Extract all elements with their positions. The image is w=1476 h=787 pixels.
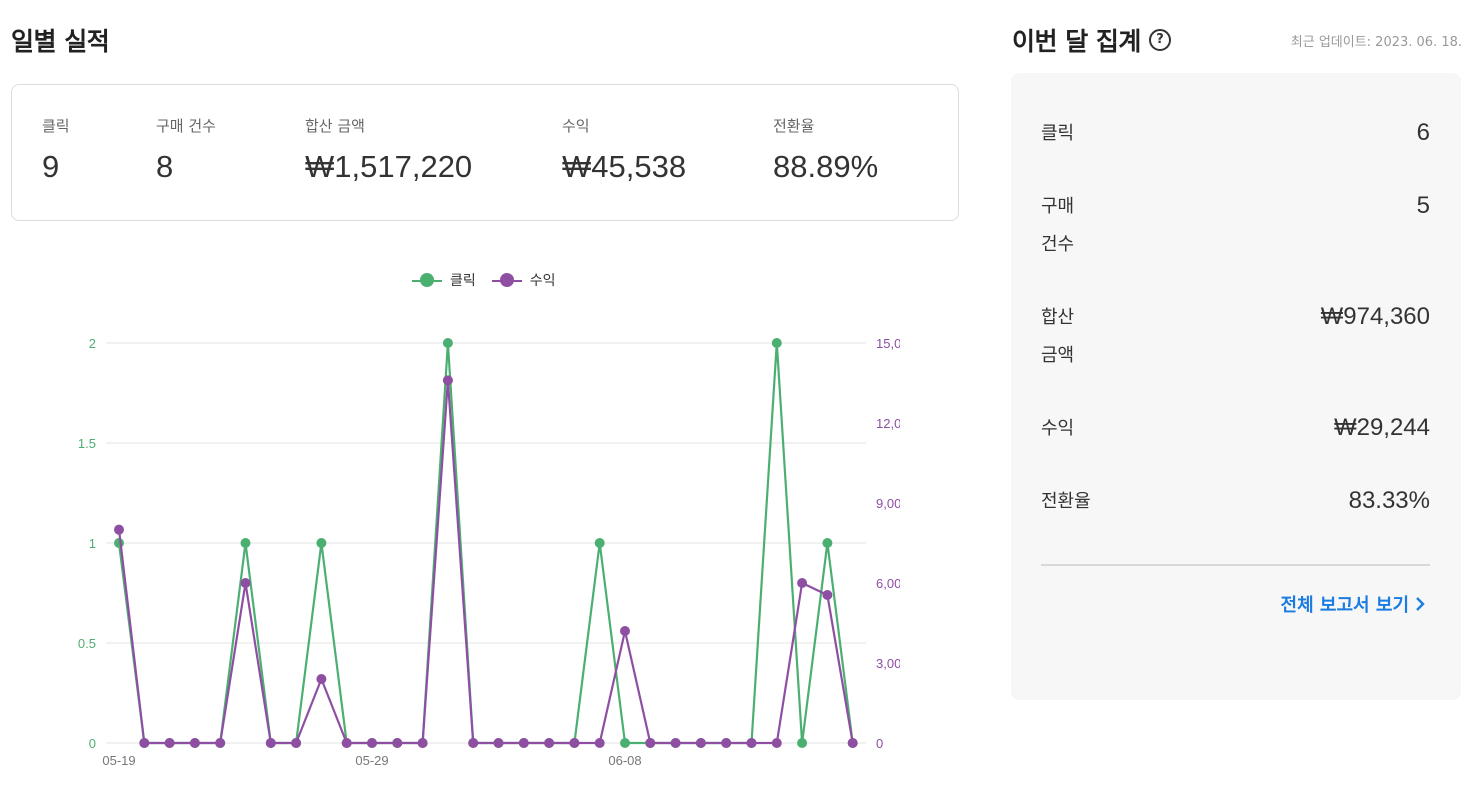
full-report-link-label: 전체 보고서 보기 — [1280, 595, 1409, 616]
y-left-tick-label: 1.5 — [78, 436, 96, 451]
stat-clicks-label: 클릭 — [42, 117, 70, 135]
y-left-tick-label: 1 — [89, 536, 96, 551]
data-point — [468, 738, 479, 748]
data-point — [189, 738, 200, 748]
data-point — [442, 338, 453, 348]
full-report-link[interactable]: 전체 보고서 보기 — [1281, 591, 1425, 617]
chevron-right-icon — [1415, 595, 1425, 616]
chart-plot: 0 0.5 1 1.5 2 0 3,000 6,000 9,000 12,000 15,000 05-… — [78, 336, 900, 768]
data-point — [771, 738, 782, 748]
data-point — [265, 738, 276, 748]
data-point — [316, 674, 327, 684]
last-updated-text: 최근 업데이트: 2023. 06. 18. — [1290, 35, 1462, 50]
data-point — [493, 738, 504, 748]
data-point — [746, 738, 757, 748]
y-left-tick-label: 0.5 — [78, 636, 96, 651]
legend-item-clicks[interactable]: 클릭 — [412, 270, 476, 290]
legend-swatch-revenue — [491, 273, 522, 287]
stat-purchases-label: 구매 건수 — [156, 117, 216, 135]
help-icon[interactable]: ? — [1149, 29, 1171, 51]
stat-purchases-value: 8 — [156, 149, 174, 184]
data-point — [139, 738, 150, 748]
data-point — [544, 738, 555, 748]
legend-label-clicks: 클릭 — [450, 273, 476, 289]
summary-label-revenue: 수익 — [1041, 418, 1075, 439]
data-point — [392, 738, 403, 748]
y-right-tick-label: 6,000 — [876, 576, 900, 591]
summary-value-purchases: 5 — [1416, 192, 1430, 219]
data-point — [620, 626, 630, 636]
monthly-summary-title: 이번 달 집계 — [1012, 27, 1141, 56]
summary-value-clicks: 6 — [1416, 119, 1430, 146]
summary-value-total-amount: ₩974,360 — [1320, 303, 1430, 330]
data-point — [240, 538, 251, 548]
data-point — [114, 538, 124, 548]
monthly-summary-header: 이번 달 집계 ? 최근 업데이트: 2023. 06. 18. — [1012, 22, 1462, 62]
y-right-tick-label: 12,000 — [876, 416, 900, 431]
data-point — [316, 538, 327, 548]
series-line — [117, 379, 854, 745]
y-right-tick-label: 15,000 — [876, 336, 900, 351]
data-point — [164, 738, 175, 748]
y-right-tick-label: 3,000 — [876, 656, 900, 671]
data-point — [114, 524, 124, 535]
stat-total-amount-label: 합산 금액 — [305, 117, 365, 135]
summary-label-clicks: 클릭 — [1041, 123, 1075, 144]
data-point — [797, 578, 808, 588]
summary-value-revenue: ₩29,244 — [1333, 414, 1430, 441]
data-point — [822, 538, 833, 548]
summary-label-conversion: 전환율 — [1041, 491, 1091, 512]
x-tick-label: 05-19 — [102, 753, 135, 768]
data-point — [569, 738, 580, 748]
chart-legend: 클릭 수익 — [412, 270, 572, 290]
legend-item-revenue[interactable]: 수익 — [491, 270, 556, 290]
data-point — [518, 738, 529, 748]
legend-swatch-clicks — [412, 273, 442, 287]
data-point — [695, 738, 706, 748]
data-point — [594, 538, 605, 548]
data-point — [670, 738, 681, 748]
legend-label-revenue: 수익 — [529, 273, 556, 289]
stat-conversion-label: 전환율 — [773, 117, 815, 135]
data-point — [721, 738, 732, 748]
monthly-summary-panel: 클릭 6 구매 건수 5 합산 금액 ₩974,360 수익 ₩29,244 전… — [1011, 73, 1461, 700]
x-tick-label: 06-08 — [608, 753, 641, 768]
y-left-tick-label: 2 — [89, 336, 96, 351]
data-point — [797, 738, 808, 748]
summary-value-conversion: 83.33% — [1348, 487, 1430, 514]
x-tick-label: 05-29 — [355, 753, 388, 768]
stat-revenue-label: 수익 — [562, 117, 590, 135]
data-point — [291, 738, 302, 748]
summary-label-purchases: 구매 건수 — [1041, 196, 1075, 255]
daily-stats-card: 클릭 9 구매 건수 8 합산 금액 ₩1,517,220 수익 ₩45,538… — [11, 84, 959, 221]
stat-total-amount-value: ₩1,517,220 — [305, 149, 473, 184]
data-point — [620, 738, 630, 748]
summary-label-total-amount: 합산 금액 — [1041, 307, 1075, 366]
daily-performance-title: 일별 실적 — [11, 27, 110, 56]
daily-chart: 클릭 수익 0 0.5 1 1.5 2 0 3,000 6,000 9,000 12,000 15,… — [60, 260, 900, 780]
y-right-tick-label: 0 — [876, 736, 883, 751]
data-point — [645, 738, 656, 748]
data-point — [240, 578, 251, 588]
stat-revenue-value: ₩45,538 — [562, 149, 687, 184]
stat-clicks-value: 9 — [42, 149, 60, 184]
stat-conversion-value: 88.89% — [773, 149, 879, 184]
data-point — [417, 738, 428, 748]
data-point — [341, 738, 352, 748]
data-point — [215, 738, 226, 748]
data-point — [847, 738, 858, 748]
data-point — [594, 738, 605, 748]
y-left-tick-label: 0 — [89, 736, 96, 751]
data-point — [442, 375, 453, 386]
data-point — [822, 590, 833, 600]
data-point — [367, 738, 377, 748]
summary-divider — [1041, 564, 1430, 566]
y-right-tick-label: 9,000 — [876, 496, 900, 511]
data-point — [771, 338, 782, 348]
